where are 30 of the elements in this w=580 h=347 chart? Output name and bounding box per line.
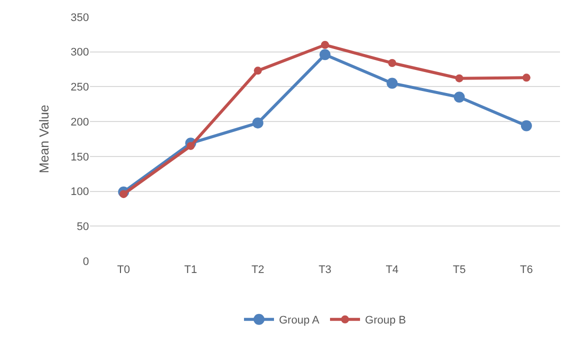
y-tick-label: 250	[70, 82, 89, 94]
point	[386, 78, 398, 89]
point	[254, 66, 262, 75]
x-tick-label: T5	[452, 264, 466, 276]
x-tick-label: T1	[184, 264, 198, 276]
legend-label: Group A	[279, 314, 320, 327]
point	[320, 49, 330, 60]
point	[520, 120, 532, 132]
legend-label: Group B	[365, 314, 406, 327]
x-tick-label: T0	[117, 264, 130, 276]
point	[454, 92, 465, 103]
x-tick-label: T6	[520, 264, 533, 276]
point	[321, 40, 329, 49]
y-tick-label: 50	[76, 220, 89, 233]
point	[388, 59, 396, 68]
point	[186, 142, 195, 150]
x-tick-label: T2	[251, 264, 264, 276]
x-tick-label: T4	[386, 264, 399, 276]
point	[120, 190, 128, 198]
y-tick-label: 200	[70, 116, 89, 128]
x-tick-label: T3	[318, 264, 332, 276]
y-tick-label: 150	[70, 151, 89, 164]
y-axis-title: Mean Value	[36, 104, 52, 174]
point	[455, 74, 464, 82]
y-tick-label: 350	[70, 12, 89, 24]
y-tick-label: 0	[82, 256, 89, 268]
point	[522, 74, 530, 82]
y-tick-label: 100	[70, 186, 89, 198]
y-tick-label: 300	[70, 46, 89, 59]
point	[252, 117, 264, 128]
